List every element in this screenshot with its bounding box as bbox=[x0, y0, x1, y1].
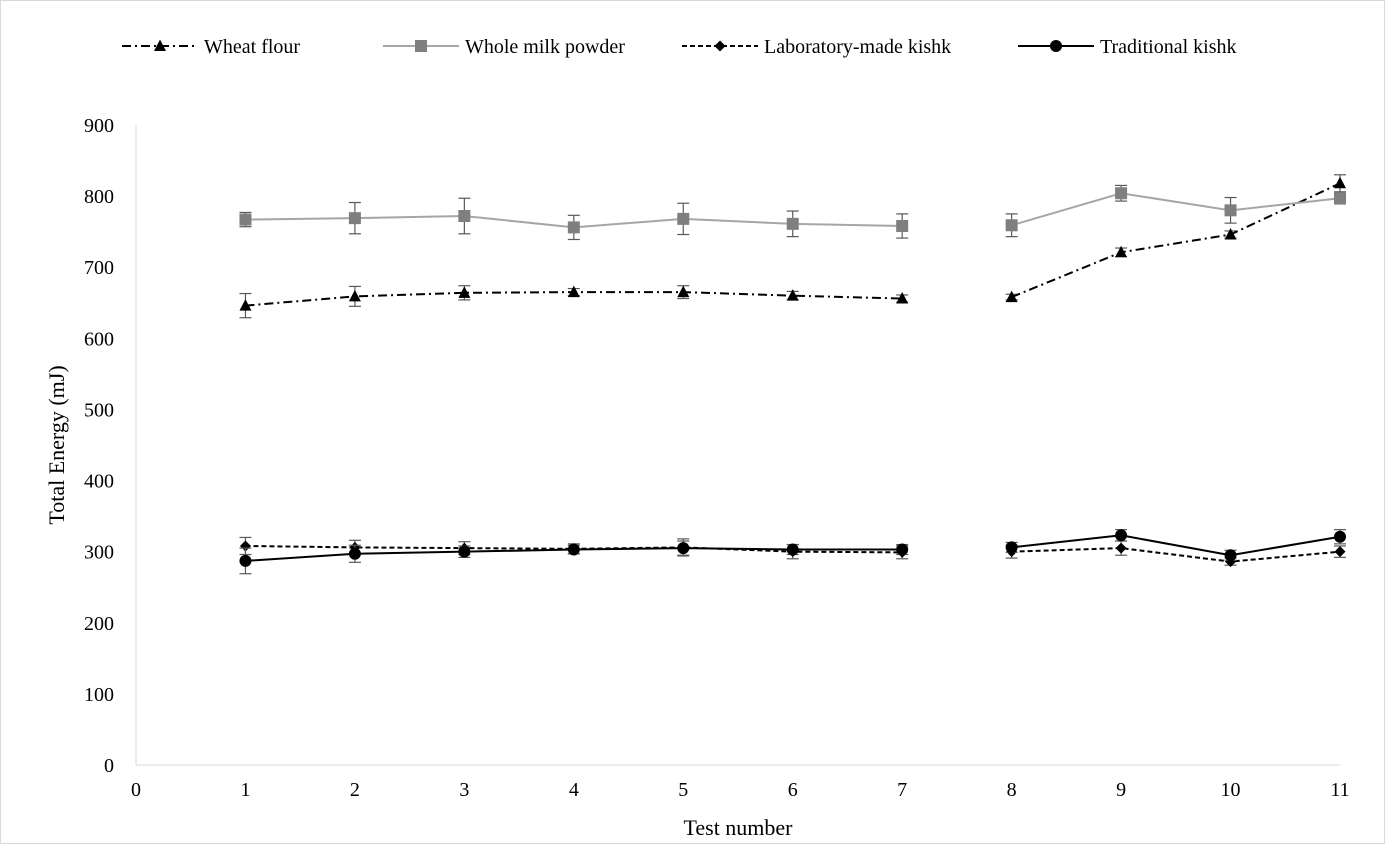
data-point bbox=[1005, 541, 1018, 554]
y-tick-label: 700 bbox=[84, 257, 114, 279]
data-point bbox=[239, 540, 251, 552]
legend-marker bbox=[154, 39, 166, 51]
data-point bbox=[348, 289, 361, 302]
data-point bbox=[458, 210, 471, 223]
data-point bbox=[786, 217, 799, 230]
x-tick-label: 5 bbox=[678, 779, 688, 801]
series-line bbox=[1011, 192, 1341, 227]
data-point bbox=[896, 292, 909, 304]
data-point bbox=[677, 212, 690, 225]
legend-marker bbox=[714, 40, 726, 52]
y-tick-label: 300 bbox=[84, 542, 114, 564]
data-point bbox=[1334, 192, 1346, 205]
y-tick-label: 400 bbox=[84, 471, 114, 493]
series-line bbox=[1011, 547, 1341, 563]
legend-label: Whole milk powder bbox=[465, 36, 625, 58]
data-point bbox=[786, 289, 799, 301]
x-tick-label: 0 bbox=[131, 779, 141, 801]
legend-item: Whole milk powder bbox=[383, 36, 625, 58]
y-tick-label: 800 bbox=[84, 186, 114, 208]
legend-label: Wheat flour bbox=[204, 36, 300, 58]
data-point bbox=[1005, 219, 1018, 232]
y-tick-label: 900 bbox=[84, 115, 114, 137]
data-point bbox=[239, 213, 252, 226]
x-tick-label: 6 bbox=[788, 779, 798, 801]
data-point bbox=[786, 543, 799, 556]
legend-item: Laboratory-made kishk bbox=[682, 36, 951, 58]
x-tick-label: 8 bbox=[1007, 779, 1017, 801]
data-point bbox=[1115, 542, 1127, 554]
data-point bbox=[1224, 204, 1237, 217]
series-4 bbox=[239, 529, 1346, 575]
data-point bbox=[1224, 228, 1237, 240]
data-point bbox=[348, 212, 361, 225]
legend-marker bbox=[1050, 40, 1062, 52]
data-point bbox=[1005, 290, 1018, 303]
x-axis-title: Test number bbox=[683, 815, 793, 840]
data-point bbox=[458, 545, 471, 558]
series-2 bbox=[239, 184, 1346, 241]
data-point bbox=[1334, 530, 1346, 543]
data-point bbox=[567, 285, 580, 298]
y-axis-title: Total Energy (mJ) bbox=[44, 365, 69, 524]
data-point bbox=[1115, 529, 1128, 542]
data-point bbox=[567, 543, 580, 556]
x-tick-label: 2 bbox=[350, 779, 360, 801]
series-line bbox=[1011, 182, 1341, 299]
data-point bbox=[1334, 176, 1346, 189]
data-point bbox=[458, 286, 471, 298]
data-point bbox=[1115, 187, 1128, 200]
legend-item: Traditional kishk bbox=[1018, 36, 1237, 58]
data-point bbox=[677, 542, 690, 555]
x-tick-label: 11 bbox=[1330, 779, 1349, 801]
data-point bbox=[1115, 245, 1128, 258]
legend-marker bbox=[415, 40, 427, 52]
x-tick-label: 1 bbox=[240, 779, 250, 801]
data-point bbox=[677, 285, 690, 298]
legend: Wheat flour Whole milk powder Laboratory-m… bbox=[122, 36, 1237, 58]
data-point bbox=[896, 219, 909, 232]
data-point bbox=[348, 547, 361, 560]
legend-label: Laboratory-made kishk bbox=[764, 36, 951, 58]
data-point bbox=[239, 299, 252, 311]
data-point bbox=[1224, 549, 1237, 562]
data-point bbox=[567, 221, 580, 234]
x-tick-label: 3 bbox=[459, 779, 469, 801]
series-line bbox=[1011, 534, 1341, 557]
x-tick-label: 4 bbox=[569, 779, 579, 801]
legend-label: Traditional kishk bbox=[1100, 36, 1237, 58]
x-tick-label: 9 bbox=[1116, 779, 1126, 801]
y-tick-label: 200 bbox=[84, 613, 114, 635]
y-tick-label: 600 bbox=[84, 328, 114, 350]
y-tick-label: 0 bbox=[104, 755, 114, 777]
y-tick-label: 100 bbox=[84, 684, 114, 706]
x-tick-label: 10 bbox=[1221, 779, 1241, 801]
plot-area bbox=[239, 174, 1346, 575]
data-point bbox=[1334, 546, 1346, 558]
series-1 bbox=[239, 174, 1346, 319]
y-tick-label: 500 bbox=[84, 399, 114, 421]
data-point bbox=[896, 543, 909, 556]
axes bbox=[135, 125, 1340, 766]
data-point bbox=[239, 554, 252, 567]
x-tick-label: 7 bbox=[897, 779, 907, 801]
y-tick-labels: 0 100 200 300 400 500 600 700 800 900 bbox=[84, 115, 114, 777]
x-tick-labels: 0 1 2 3 4 5 6 7 8 9 10 11 bbox=[131, 779, 1350, 801]
legend-item: Wheat flour bbox=[122, 36, 300, 58]
